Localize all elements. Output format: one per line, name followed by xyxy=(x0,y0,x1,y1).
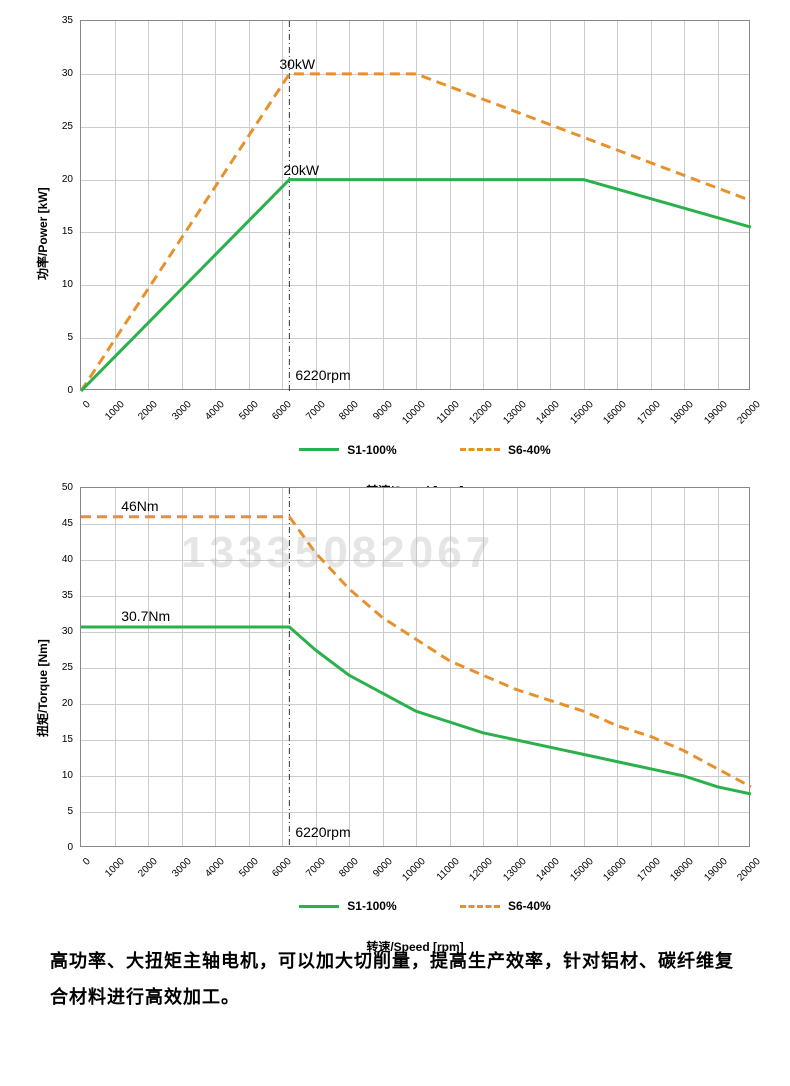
power-y-label: 功率/Power [kW] xyxy=(34,187,51,280)
power-plot: 0510152025303501000200030004000500060007… xyxy=(80,20,750,390)
y-tick: 15 xyxy=(62,226,73,237)
legend-s6-label: S6-40% xyxy=(508,443,551,457)
y-tick: 0 xyxy=(67,385,73,396)
power-chart: 0510152025303501000200030004000500060007… xyxy=(20,20,770,457)
annotation: 30kW xyxy=(279,56,315,72)
y-tick: 40 xyxy=(62,554,73,565)
legend-s1-t: S1-100% xyxy=(299,899,396,913)
legend-s6: S6-40% xyxy=(460,443,551,457)
legend-s6-label-t: S6-40% xyxy=(508,899,551,913)
y-tick: 30 xyxy=(62,626,73,637)
y-tick: 15 xyxy=(62,734,73,745)
torque-plot: 0510152025303540455001000200030004000500… xyxy=(80,487,750,847)
annotation: 30.7Nm xyxy=(121,608,170,624)
annotation: 20kW xyxy=(283,162,319,178)
y-tick: 0 xyxy=(67,842,73,853)
y-tick: 35 xyxy=(62,15,73,26)
y-tick: 10 xyxy=(62,279,73,290)
legend-s6-t: S6-40% xyxy=(460,899,551,913)
legend-s1: S1-100% xyxy=(299,443,396,457)
power-legend: S1-100% S6-40% xyxy=(80,440,770,457)
y-tick: 45 xyxy=(62,518,73,529)
ref-speed-label: 6220rpm xyxy=(295,367,350,383)
torque-x-label: 转速/Speed [rpm] xyxy=(80,938,750,955)
y-tick: 50 xyxy=(62,482,73,493)
legend-s1-label: S1-100% xyxy=(347,443,396,457)
y-tick: 30 xyxy=(62,68,73,79)
torque-y-label: 扭矩/Torque [Nm] xyxy=(34,639,51,737)
torque-chart: 0510152025303540455001000200030004000500… xyxy=(20,487,770,914)
ref-speed-label: 6220rpm xyxy=(295,824,350,840)
y-tick: 20 xyxy=(62,174,73,185)
torque-legend: S1-100% S6-40% xyxy=(80,897,770,914)
y-tick: 20 xyxy=(62,698,73,709)
y-tick: 5 xyxy=(67,806,73,817)
annotation: 46Nm xyxy=(121,498,158,514)
legend-s1-label-t: S1-100% xyxy=(347,899,396,913)
y-tick: 35 xyxy=(62,590,73,601)
series-svg xyxy=(81,21,751,391)
y-tick: 25 xyxy=(62,662,73,673)
y-tick: 25 xyxy=(62,121,73,132)
y-tick: 10 xyxy=(62,770,73,781)
y-tick: 5 xyxy=(67,332,73,343)
series-svg xyxy=(81,488,751,848)
